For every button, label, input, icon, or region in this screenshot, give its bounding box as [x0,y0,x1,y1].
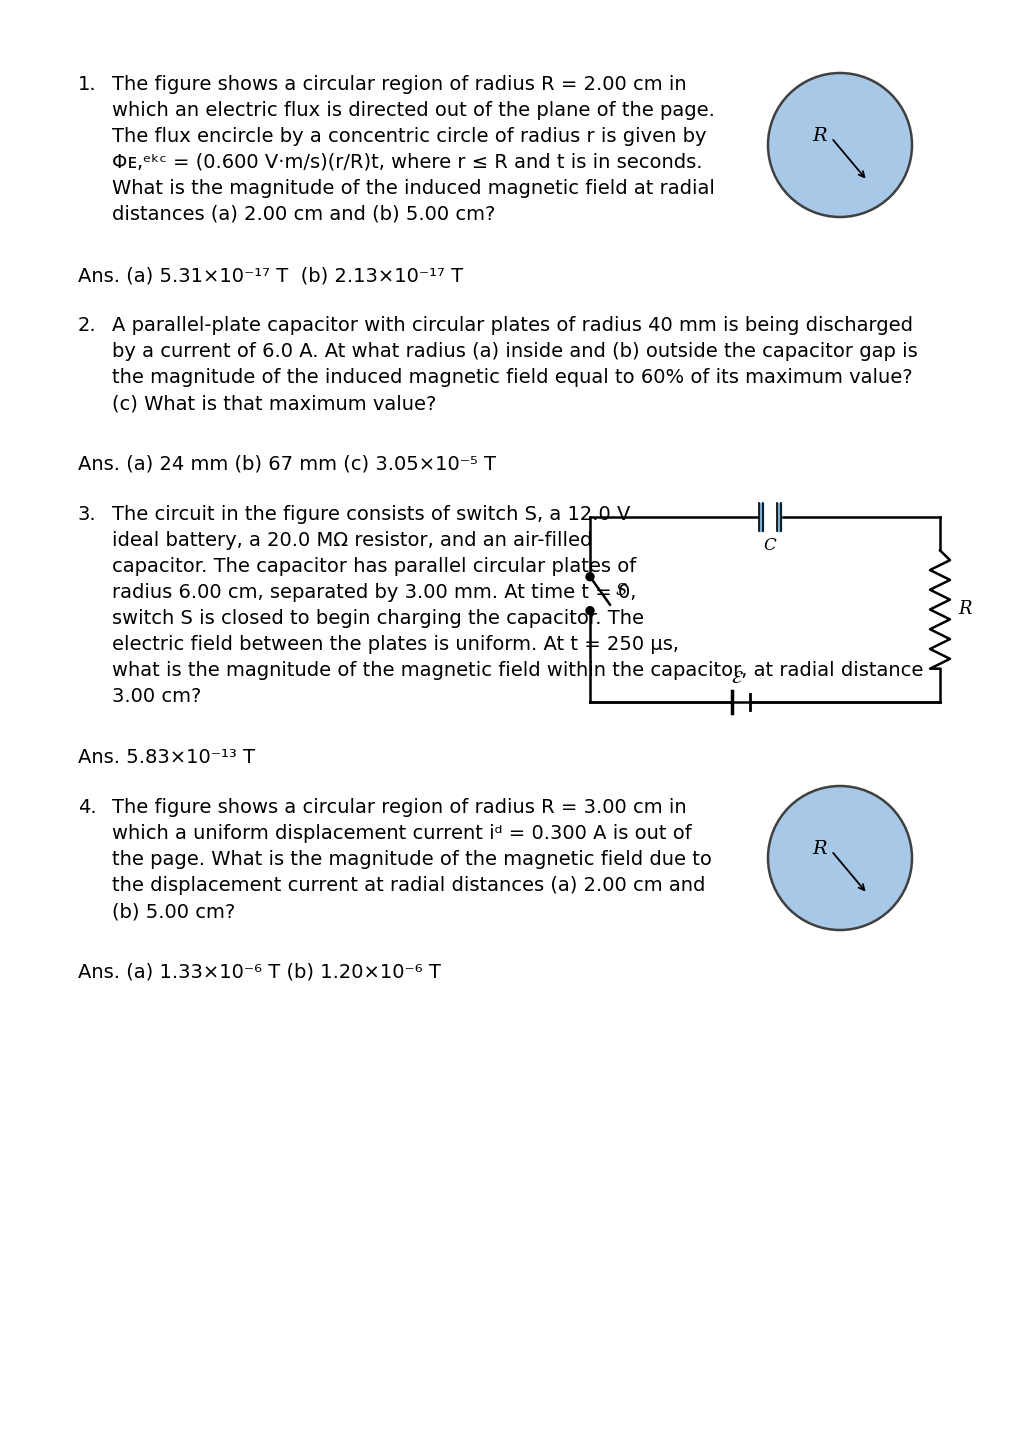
Circle shape [767,786,911,929]
Text: Ans. (a) 5.31×10⁻¹⁷ T  (b) 2.13×10⁻¹⁷ T: Ans. (a) 5.31×10⁻¹⁷ T (b) 2.13×10⁻¹⁷ T [77,266,463,286]
Text: Φᴇ,ᵉᵏᶜ = (0.600 V·m/s)(r/R)t, where r ≤ R and t is in seconds.: Φᴇ,ᵉᵏᶜ = (0.600 V·m/s)(r/R)t, where r ≤ … [112,153,702,172]
Text: What is the magnitude of the induced magnetic field at radial: What is the magnitude of the induced mag… [112,179,714,198]
Text: A parallel-plate capacitor with circular plates of radius 40 mm is being dischar: A parallel-plate capacitor with circular… [112,316,912,335]
Text: capacitor. The capacitor has parallel circular plates of: capacitor. The capacitor has parallel ci… [112,557,636,576]
Text: radius 6.00 cm, separated by 3.00 mm. At time t = 0,: radius 6.00 cm, separated by 3.00 mm. At… [112,583,636,602]
Text: (c) What is that maximum value?: (c) What is that maximum value? [112,394,436,413]
Text: C: C [763,537,775,554]
Text: which an electric flux is directed out of the plane of the page.: which an electric flux is directed out o… [112,101,714,120]
Text: Ans. (a) 1.33×10⁻⁶ T (b) 1.20×10⁻⁶ T: Ans. (a) 1.33×10⁻⁶ T (b) 1.20×10⁻⁶ T [77,962,440,983]
Text: 2.: 2. [77,316,97,335]
Bar [776,504,781,531]
Text: The flux encircle by a concentric circle of radius r is given by: The flux encircle by a concentric circle… [112,127,706,146]
Text: distances (a) 2.00 cm and (b) 5.00 cm?: distances (a) 2.00 cm and (b) 5.00 cm? [112,205,495,224]
Text: 3.00 cm?: 3.00 cm? [112,687,201,706]
Text: Ans. 5.83×10⁻¹³ T: Ans. 5.83×10⁻¹³ T [77,747,255,768]
Text: R: R [812,840,826,859]
Text: The circuit in the figure consists of switch S, a 12.0 V: The circuit in the figure consists of sw… [112,505,630,524]
Text: which a uniform displacement current iᵈ = 0.300 A is out of: which a uniform displacement current iᵈ … [112,824,691,843]
Text: electric field between the plates is uniform. At t = 250 μs,: electric field between the plates is uni… [112,635,679,654]
Text: 4.: 4. [77,798,97,817]
Text: the displacement current at radial distances (a) 2.00 cm and: the displacement current at radial dista… [112,876,705,895]
Text: what is the magnitude of the magnetic field within the capacitor, at radial dist: what is the magnitude of the magnetic fi… [112,661,922,680]
Text: The figure shows a circular region of radius R = 2.00 cm in: The figure shows a circular region of ra… [112,75,686,94]
Text: by a current of 6.0 A. At what radius (a) inside and (b) outside the capacitor g: by a current of 6.0 A. At what radius (a… [112,342,917,361]
Text: R: R [812,127,826,146]
Text: ideal battery, a 20.0 MΩ resistor, and an air-filled: ideal battery, a 20.0 MΩ resistor, and a… [112,531,592,550]
Text: the magnitude of the induced magnetic field equal to 60% of its maximum value?: the magnitude of the induced magnetic fi… [112,368,912,387]
Text: the page. What is the magnitude of the magnetic field due to: the page. What is the magnitude of the m… [112,850,711,869]
Text: The figure shows a circular region of radius R = 3.00 cm in: The figure shows a circular region of ra… [112,798,686,817]
Text: Ans. (a) 24 mm (b) 67 mm (c) 3.05×10⁻⁵ T: Ans. (a) 24 mm (b) 67 mm (c) 3.05×10⁻⁵ T [77,455,495,473]
Circle shape [767,74,911,216]
Circle shape [586,573,593,580]
Text: R: R [957,600,970,619]
Circle shape [586,606,593,615]
Text: $\mathcal{E}$: $\mathcal{E}$ [730,670,743,687]
Text: (b) 5.00 cm?: (b) 5.00 cm? [112,902,235,921]
Text: 3.: 3. [77,505,97,524]
Text: S: S [615,582,627,599]
Text: switch S is closed to begin charging the capacitor. The: switch S is closed to begin charging the… [112,609,643,628]
Text: 1.: 1. [77,75,97,94]
Bar [758,504,762,531]
